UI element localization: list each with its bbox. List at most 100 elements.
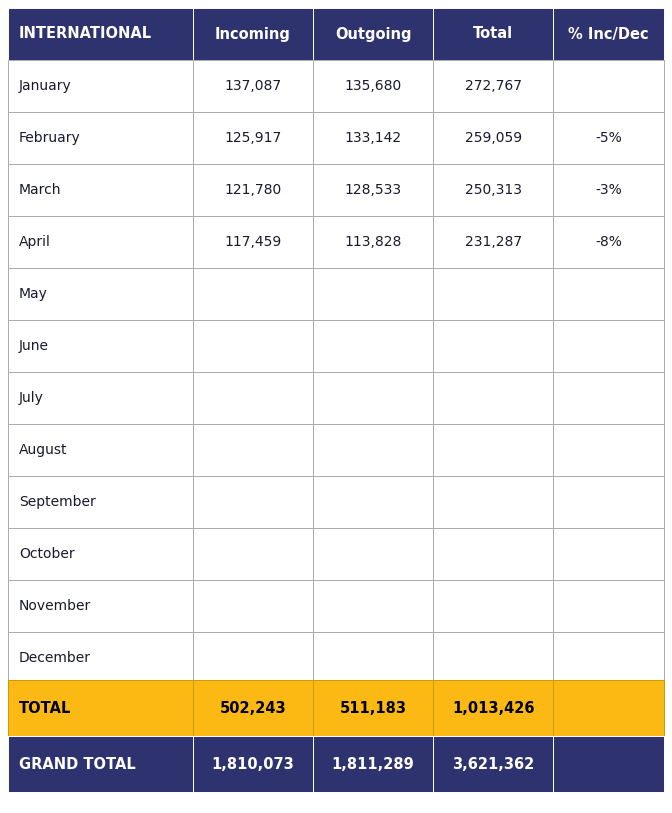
Text: March: March	[19, 183, 62, 197]
Text: -5%: -5%	[595, 131, 622, 145]
Bar	[313, 60, 433, 112]
Bar	[553, 8, 664, 60]
Text: Incoming: Incoming	[215, 27, 291, 41]
Text: August: August	[19, 443, 68, 457]
Bar	[193, 60, 313, 112]
Bar	[8, 268, 193, 320]
Bar	[433, 580, 553, 632]
Bar	[193, 164, 313, 216]
Text: TOTAL: TOTAL	[19, 701, 71, 715]
Bar	[193, 680, 313, 736]
Bar	[8, 580, 193, 632]
Text: % Inc/Dec: % Inc/Dec	[569, 27, 649, 41]
Bar	[553, 424, 664, 476]
Bar	[433, 268, 553, 320]
Bar	[8, 736, 193, 792]
Bar	[193, 632, 313, 684]
Bar	[433, 528, 553, 580]
Bar	[193, 320, 313, 372]
Bar	[193, 528, 313, 580]
Text: 113,828: 113,828	[344, 235, 402, 249]
Text: 272,767: 272,767	[464, 79, 521, 93]
Bar	[8, 216, 193, 268]
Bar	[433, 372, 553, 424]
Bar	[553, 680, 664, 736]
Text: 250,313: 250,313	[464, 183, 521, 197]
Text: December: December	[19, 651, 91, 665]
Bar	[433, 8, 553, 60]
Bar	[8, 372, 193, 424]
Text: 117,459: 117,459	[224, 235, 282, 249]
Text: April: April	[19, 235, 51, 249]
Bar	[433, 320, 553, 372]
Bar	[553, 736, 664, 792]
Bar	[553, 164, 664, 216]
Bar	[193, 580, 313, 632]
Bar	[8, 8, 193, 60]
Bar	[433, 112, 553, 164]
Bar	[553, 112, 664, 164]
Bar	[8, 632, 193, 684]
Bar	[8, 424, 193, 476]
Text: 133,142: 133,142	[345, 131, 402, 145]
Text: GRAND TOTAL: GRAND TOTAL	[19, 757, 136, 772]
Text: June: June	[19, 339, 49, 353]
Text: 259,059: 259,059	[464, 131, 521, 145]
Bar	[193, 112, 313, 164]
Text: 3,621,362: 3,621,362	[452, 757, 534, 772]
Text: 128,533: 128,533	[345, 183, 402, 197]
Bar	[193, 476, 313, 528]
Bar	[313, 112, 433, 164]
Bar	[433, 680, 553, 736]
Bar	[193, 424, 313, 476]
Text: January: January	[19, 79, 72, 93]
Bar	[553, 580, 664, 632]
Text: July: July	[19, 391, 44, 405]
Bar	[313, 580, 433, 632]
Text: October: October	[19, 547, 75, 561]
Text: September: September	[19, 495, 96, 509]
Bar	[433, 216, 553, 268]
Bar	[193, 8, 313, 60]
Bar	[193, 216, 313, 268]
Bar	[8, 60, 193, 112]
Text: 502,243: 502,243	[220, 701, 286, 715]
Text: INTERNATIONAL: INTERNATIONAL	[19, 27, 153, 41]
Bar	[193, 372, 313, 424]
Text: Outgoing: Outgoing	[335, 27, 411, 41]
Bar	[433, 164, 553, 216]
Text: 137,087: 137,087	[224, 79, 282, 93]
Bar	[8, 112, 193, 164]
Bar	[553, 60, 664, 112]
Bar	[553, 476, 664, 528]
Bar	[313, 424, 433, 476]
Bar	[313, 680, 433, 736]
Text: 135,680: 135,680	[345, 79, 402, 93]
Bar	[553, 216, 664, 268]
Bar	[313, 216, 433, 268]
Text: February: February	[19, 131, 81, 145]
Text: 1,811,289: 1,811,289	[332, 757, 415, 772]
Bar	[313, 476, 433, 528]
Bar	[313, 164, 433, 216]
Bar	[193, 736, 313, 792]
Bar	[313, 528, 433, 580]
Text: May: May	[19, 287, 48, 301]
Bar	[553, 528, 664, 580]
Text: -8%: -8%	[595, 235, 622, 249]
Bar	[8, 320, 193, 372]
Text: 1,810,073: 1,810,073	[212, 757, 294, 772]
Bar	[313, 268, 433, 320]
Text: -3%: -3%	[595, 183, 622, 197]
Bar	[433, 632, 553, 684]
Text: 125,917: 125,917	[224, 131, 282, 145]
Bar	[553, 372, 664, 424]
Bar	[313, 372, 433, 424]
Bar	[8, 164, 193, 216]
Bar	[553, 268, 664, 320]
Bar	[553, 632, 664, 684]
Bar	[313, 8, 433, 60]
Text: 511,183: 511,183	[339, 701, 407, 715]
Bar	[313, 736, 433, 792]
Bar	[313, 632, 433, 684]
